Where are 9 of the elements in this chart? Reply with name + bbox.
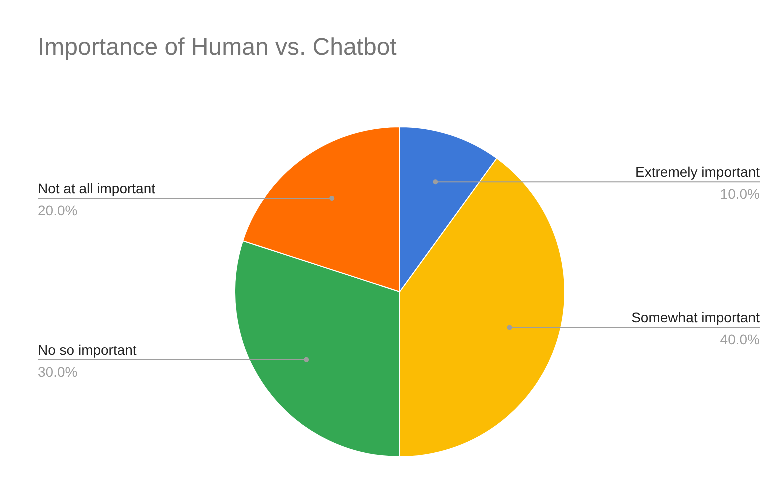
data-label: 30.0% (38, 364, 78, 380)
data-label: 40.0% (720, 332, 760, 348)
chart-title: Importance of Human vs. Chatbot (38, 34, 398, 61)
data-label: 20.0% (38, 202, 78, 219)
data-label: 10.0% (720, 186, 760, 202)
slice-label: Not at all important (38, 180, 156, 197)
slice-label: Extremely important (636, 164, 760, 180)
slice-label: No so important (38, 342, 137, 358)
slice-label: Somewhat important (632, 310, 760, 326)
